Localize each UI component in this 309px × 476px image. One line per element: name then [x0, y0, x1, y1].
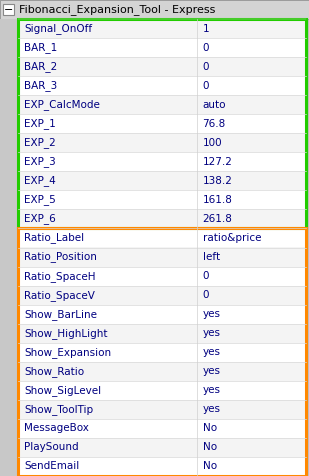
Text: Ratio_Label: Ratio_Label [24, 233, 84, 243]
Text: No: No [203, 461, 217, 472]
Text: EXP_CalcMode: EXP_CalcMode [24, 99, 100, 110]
Bar [18, 95, 306, 114]
Bar [18, 267, 306, 286]
Bar [0, 0, 309, 19]
Text: yes: yes [203, 404, 221, 414]
Bar [18, 19, 306, 228]
Text: EXP_5: EXP_5 [24, 194, 56, 205]
Bar [18, 324, 306, 343]
Text: 138.2: 138.2 [203, 176, 232, 186]
Text: left: left [203, 252, 220, 262]
Text: 0: 0 [203, 290, 209, 300]
Text: yes: yes [203, 366, 221, 376]
Text: Show_Ratio: Show_Ratio [24, 366, 84, 377]
Text: 76.8: 76.8 [203, 119, 226, 129]
Text: 0: 0 [203, 61, 209, 71]
Text: auto: auto [203, 99, 226, 109]
Text: 100: 100 [203, 138, 222, 148]
Text: Ratio_SpaceV: Ratio_SpaceV [24, 290, 95, 300]
Text: EXP_6: EXP_6 [24, 213, 56, 224]
Text: BAR_3: BAR_3 [24, 80, 57, 91]
Text: MessageBox: MessageBox [24, 423, 89, 433]
Bar [18, 133, 306, 152]
Bar [18, 419, 306, 438]
Bar [18, 190, 306, 209]
Text: 0: 0 [203, 42, 209, 52]
Text: EXP_3: EXP_3 [24, 156, 56, 167]
Text: Fibonacci_Expansion_Tool - Express: Fibonacci_Expansion_Tool - Express [19, 4, 215, 15]
Text: yes: yes [203, 385, 221, 395]
Text: 161.8: 161.8 [203, 195, 232, 205]
Text: yes: yes [203, 347, 221, 357]
Text: 261.8: 261.8 [203, 214, 232, 224]
Bar [18, 343, 306, 362]
Bar [18, 171, 306, 190]
Bar [18, 400, 306, 419]
Bar [18, 228, 306, 248]
Text: Show_Expansion: Show_Expansion [24, 347, 111, 357]
Text: 0: 0 [203, 80, 209, 90]
Text: EXP_1: EXP_1 [24, 118, 56, 129]
Bar [18, 57, 306, 76]
Text: Show_SigLevel: Show_SigLevel [24, 385, 101, 396]
Bar [18, 38, 306, 57]
Text: BAR_1: BAR_1 [24, 42, 57, 53]
Text: SendEmail: SendEmail [24, 461, 79, 472]
Text: 0: 0 [203, 271, 209, 281]
Bar [18, 152, 306, 171]
Bar [18, 362, 306, 381]
Text: No: No [203, 442, 217, 452]
Bar [0, 19, 18, 476]
Bar [18, 209, 306, 228]
Text: Show_ToolTip: Show_ToolTip [24, 404, 93, 415]
Text: 1: 1 [203, 23, 209, 33]
Text: Ratio_Position: Ratio_Position [24, 252, 97, 262]
Bar [18, 381, 306, 400]
Bar [18, 457, 306, 476]
Text: PlaySound: PlaySound [24, 442, 78, 452]
Text: Show_BarLine: Show_BarLine [24, 309, 97, 319]
Bar [18, 248, 306, 267]
Text: Signal_OnOff: Signal_OnOff [24, 23, 92, 34]
Bar [18, 305, 306, 324]
Bar [3, 4, 14, 15]
Text: 127.2: 127.2 [203, 157, 232, 167]
Text: yes: yes [203, 309, 221, 319]
Text: EXP_2: EXP_2 [24, 137, 56, 148]
Text: No: No [203, 423, 217, 433]
Text: −: − [4, 4, 13, 14]
Bar [18, 114, 306, 133]
Text: Ratio_SpaceH: Ratio_SpaceH [24, 271, 95, 281]
Text: ratio&price: ratio&price [203, 233, 261, 243]
Bar [18, 286, 306, 305]
Bar [18, 438, 306, 457]
Bar [18, 19, 306, 38]
Text: yes: yes [203, 328, 221, 338]
Text: EXP_4: EXP_4 [24, 175, 56, 186]
Bar [18, 228, 306, 476]
Text: BAR_2: BAR_2 [24, 61, 57, 72]
Bar [18, 76, 306, 95]
Text: Show_HighLight: Show_HighLight [24, 328, 108, 338]
